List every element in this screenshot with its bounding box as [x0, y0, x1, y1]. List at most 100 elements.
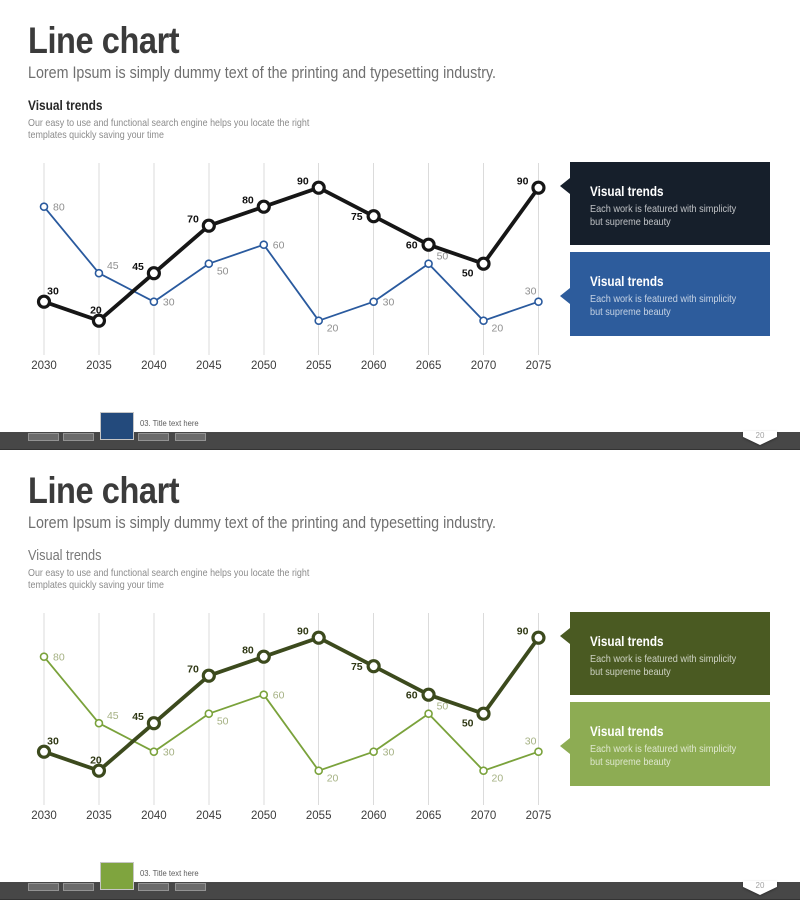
- section-heading: Visual trends: [28, 97, 103, 113]
- svg-text:30: 30: [163, 297, 175, 309]
- svg-text:30: 30: [525, 286, 537, 298]
- callout-description: Each work is featured with simplicity but…: [590, 653, 747, 679]
- svg-text:90: 90: [297, 626, 309, 638]
- callout-desc-line-2: but supreme beauty: [590, 756, 671, 768]
- page-number: 20: [743, 431, 777, 445]
- svg-text:2070: 2070: [471, 810, 497, 822]
- description-line-2: templates quickly saving your time: [28, 579, 164, 591]
- svg-text:2030: 2030: [31, 360, 57, 372]
- svg-text:60: 60: [273, 690, 285, 702]
- footer-title-label: 03. Title text here: [140, 868, 199, 878]
- page-number-marker: 20: [743, 881, 777, 895]
- slide-title: Line chart: [28, 20, 180, 61]
- callout-title: Visual trends: [590, 184, 664, 199]
- svg-text:30: 30: [383, 297, 395, 309]
- description-line-1: Our easy to use and functional search en…: [28, 117, 310, 129]
- svg-text:80: 80: [242, 645, 254, 657]
- svg-text:50: 50: [462, 268, 474, 280]
- slide-subtitle: Lorem Ipsum is simply dummy text of the …: [28, 513, 497, 532]
- callout-desc-line-1: Each work is featured with simplicity: [590, 653, 737, 665]
- svg-text:45: 45: [132, 261, 144, 273]
- svg-text:2065: 2065: [416, 810, 442, 822]
- svg-text:2035: 2035: [86, 360, 112, 372]
- section-description: Our easy to use and functional search en…: [28, 117, 309, 141]
- svg-text:75: 75: [351, 661, 363, 673]
- callout-arrow-left-icon: [560, 628, 570, 644]
- svg-text:45: 45: [107, 710, 119, 722]
- svg-text:50: 50: [462, 718, 474, 730]
- svg-text:2035: 2035: [86, 810, 112, 822]
- footer-tab-2[interactable]: [63, 883, 94, 891]
- svg-text:45: 45: [107, 260, 119, 272]
- svg-text:2040: 2040: [141, 810, 167, 822]
- svg-text:45: 45: [132, 711, 144, 723]
- description-line-1: Our easy to use and functional search en…: [28, 567, 310, 579]
- svg-text:20: 20: [90, 755, 102, 767]
- svg-text:30: 30: [163, 747, 175, 759]
- svg-text:2050: 2050: [251, 360, 277, 372]
- slide-line-chart-blue: Line chart Lorem Ipsum is simply dummy t…: [0, 20, 800, 450]
- svg-text:50: 50: [437, 251, 449, 263]
- svg-text:60: 60: [406, 690, 418, 702]
- svg-text:2050: 2050: [251, 810, 277, 822]
- footer-tab-3-active[interactable]: [100, 862, 134, 890]
- svg-text:90: 90: [517, 176, 529, 188]
- svg-text:30: 30: [47, 286, 59, 298]
- svg-text:2030: 2030: [31, 810, 57, 822]
- svg-text:80: 80: [242, 195, 254, 207]
- slide-line-chart-green: Line chart Lorem Ipsum is simply dummy t…: [0, 450, 800, 900]
- footer-tab-1[interactable]: [28, 883, 59, 891]
- svg-text:2060: 2060: [361, 360, 387, 372]
- svg-text:20: 20: [90, 305, 102, 317]
- footer-tab-2[interactable]: [63, 433, 94, 441]
- callout-desc-line-2: but supreme beauty: [590, 306, 671, 318]
- svg-text:2040: 2040: [141, 360, 167, 372]
- svg-text:20: 20: [492, 773, 504, 785]
- svg-text:80: 80: [53, 202, 65, 214]
- footer-tab-1[interactable]: [28, 433, 59, 441]
- svg-text:2055: 2055: [306, 360, 332, 372]
- page-number-marker: 20: [743, 431, 777, 445]
- svg-text:2055: 2055: [306, 810, 332, 822]
- svg-text:90: 90: [517, 626, 529, 638]
- callout-title: Visual trends: [590, 634, 664, 649]
- svg-text:2060: 2060: [361, 810, 387, 822]
- svg-text:2075: 2075: [526, 360, 552, 372]
- footer-tab-4[interactable]: [138, 433, 169, 441]
- svg-text:2070: 2070: [471, 360, 497, 372]
- svg-text:2065: 2065: [416, 360, 442, 372]
- callout-title: Visual trends: [590, 724, 664, 739]
- svg-text:90: 90: [297, 176, 309, 188]
- svg-text:2045: 2045: [196, 810, 222, 822]
- footer-tab-4[interactable]: [138, 883, 169, 891]
- section-heading: Visual trends: [28, 547, 102, 564]
- svg-text:50: 50: [217, 266, 229, 278]
- svg-text:2075: 2075: [526, 810, 552, 822]
- svg-text:2045: 2045: [196, 360, 222, 372]
- callout-desc-line-2: but supreme beauty: [590, 666, 671, 678]
- callout-secondary: Visual trends Each work is featured with…: [560, 702, 770, 786]
- svg-text:60: 60: [273, 240, 285, 252]
- svg-text:30: 30: [47, 736, 59, 748]
- svg-text:20: 20: [327, 323, 339, 335]
- footer-tab-5[interactable]: [175, 883, 206, 891]
- svg-text:75: 75: [351, 211, 363, 223]
- callout-secondary: Visual trends Each work is featured with…: [560, 252, 770, 336]
- callout-primary: Visual trends Each work is featured with…: [560, 612, 770, 695]
- callout-desc-line-1: Each work is featured with simplicity: [590, 203, 737, 215]
- callout-description: Each work is featured with simplicity but…: [590, 203, 747, 229]
- footer-tab-5[interactable]: [175, 433, 206, 441]
- description-line-2: templates quickly saving your time: [28, 129, 164, 141]
- callout-arrow-left-icon: [560, 288, 570, 304]
- slide-title: Line chart: [28, 470, 180, 511]
- footer-title-label: 03. Title text here: [140, 418, 199, 428]
- svg-text:60: 60: [406, 240, 418, 252]
- callout-arrow-left-icon: [560, 738, 570, 754]
- svg-text:50: 50: [437, 701, 449, 713]
- svg-text:70: 70: [187, 664, 199, 676]
- footer-tab-3-active[interactable]: [100, 412, 134, 440]
- slide-subtitle: Lorem Ipsum is simply dummy text of the …: [28, 63, 497, 82]
- section-description: Our easy to use and functional search en…: [28, 567, 309, 591]
- svg-text:50: 50: [217, 716, 229, 728]
